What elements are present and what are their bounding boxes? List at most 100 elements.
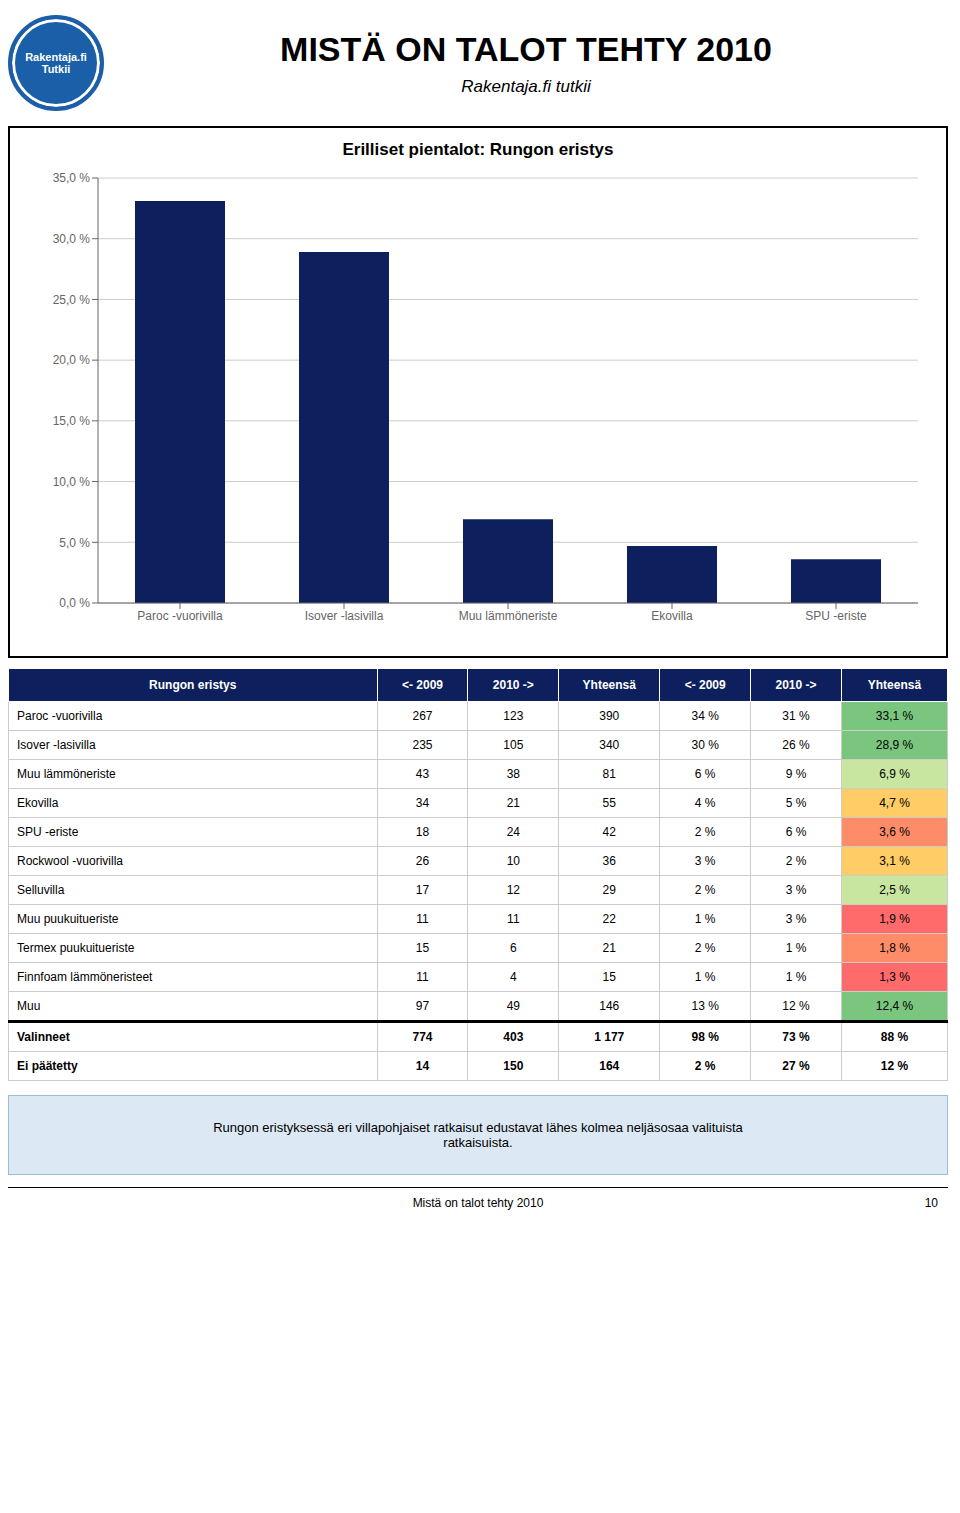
html-text:Yhteensä: Yhteensä [582,678,636,692]
html-text:49: 49 [506,999,520,1013]
html-text:15: 15 [415,941,430,955]
svg-text:Paroc -vuorivilla: Paroc -vuorivilla [137,609,223,623]
html-text:3,6 %: 3,6 % [879,825,910,839]
html-text:2 %: 2 % [694,825,716,839]
html-text:12: 12 [506,883,520,897]
html-text:97: 97 [415,999,430,1013]
html-text:MISTÄ ON TALOT TEHTY 2010: MISTÄ ON TALOT TEHTY 2010 [280,29,772,68]
html-text:43: 43 [415,767,430,781]
html-text:1 %: 1 % [694,912,716,926]
html-text:34 %: 34 % [691,709,719,723]
svg-text:10,0 %: 10,0 % [53,475,91,489]
html-text:22: 22 [602,912,616,926]
html-text:Paroc -vuorivilla: Paroc -vuorivilla [17,709,103,723]
svg-text:35,0 %: 35,0 % [53,171,91,185]
html-text:403: 403 [503,1030,524,1044]
html-text:21: 21 [506,796,520,810]
html-text:2,5 %: 2,5 % [879,883,910,897]
html-text:3 %: 3 % [785,912,807,926]
html-text:3 %: 3 % [785,883,807,897]
html-text:Termex puukuitueriste: Termex puukuitueriste [17,941,135,955]
svg-text:30,0 %: 30,0 % [53,232,91,246]
svg-text:Isover -lasivilla: Isover -lasivilla [305,609,384,623]
html-text:Muu lämmöneriste: Muu lämmöneriste [17,767,116,781]
html-text:Erilliset pientalot: Rungon er: Erilliset pientalot: Rungon eristys [342,140,614,159]
svg-text:SPU -eriste: SPU -eriste [805,609,867,623]
html-text:30 %: 30 % [691,738,719,752]
html-text:3 %: 3 % [694,854,716,868]
html-text:81: 81 [602,767,616,781]
html-text:12 %: 12 % [782,999,810,1013]
html-text:<- 2009: <- 2009 [684,678,726,692]
html-text:1,3 %: 1,3 % [879,970,910,984]
html-text:3,1 %: 3,1 % [879,854,910,868]
html-text:15: 15 [602,970,616,984]
html-text:Finnfoam lämmöneristeet: Finnfoam lämmöneristeet [17,970,153,984]
html-text:10: 10 [506,854,520,868]
html-text:26 %: 26 % [782,738,810,752]
html-text:1,8 %: 1,8 % [879,941,910,955]
html-text:13 %: 13 % [691,999,719,1013]
html-text:34: 34 [415,796,430,810]
html-text:28,9 %: 28,9 % [875,738,914,752]
svg-text:25,0 %: 25,0 % [53,293,91,307]
html-text:29: 29 [602,883,616,897]
html-text:Rungon eristys: Rungon eristys [149,678,237,692]
html-text:Valinneet: Valinneet [17,1030,70,1044]
html-text:Muu: Muu [17,999,41,1013]
html-text:774: 774 [412,1030,433,1044]
html-text:2 %: 2 % [694,941,716,955]
html-text:Yhteensä: Yhteensä [867,678,922,692]
html-text:267: 267 [412,709,433,723]
html-text:1 %: 1 % [785,970,807,984]
html-text:6 %: 6 % [785,825,807,839]
html-text:1 177: 1 177 [594,1030,625,1044]
svg-text:0,0 %: 0,0 % [59,596,90,610]
html-text:235: 235 [412,738,433,752]
html-text:4 %: 4 % [694,796,716,810]
html-text:Rockwool -vuorivilla: Rockwool -vuorivilla [17,854,123,868]
html-text:33,1 %: 33,1 % [875,709,914,723]
html-text:1,9 %: 1,9 % [879,912,910,926]
html-text:340: 340 [599,738,620,752]
html-text:2010 ->: 2010 -> [775,678,817,692]
html-text:Isover -lasivilla: Isover -lasivilla [17,738,96,752]
html-text:42: 42 [602,825,616,839]
html-text:2 %: 2 % [785,854,807,868]
html-text:Selluvilla: Selluvilla [17,883,65,897]
html-text:<- 2009: <- 2009 [402,678,443,692]
html-text:12,4 %: 12,4 % [875,999,914,1013]
html-text:36: 36 [602,854,616,868]
html-text:31 %: 31 % [782,709,810,723]
html-text:Rakentaja.fi tutkii: Rakentaja.fi tutkii [461,76,591,96]
html-text:105: 105 [503,738,524,752]
svg-text:20,0 %: 20,0 % [53,353,91,367]
html-text:6 %: 6 % [694,767,716,781]
html-text:55: 55 [602,796,616,810]
html-text:146: 146 [599,999,620,1013]
html-text:Rungon eristyksessä eri villap: Rungon eristyksessä eri villapohjaiset r… [213,1120,743,1150]
html-text:SPU -eriste: SPU -eriste [17,825,79,839]
html-text:Ekovilla: Ekovilla [17,796,59,810]
html-text:18: 18 [415,825,430,839]
html-text:9 %: 9 % [785,767,807,781]
html-text:17: 17 [415,883,430,897]
svg-text:15,0 %: 15,0 % [53,414,91,428]
html-text:6,9 %: 6,9 % [879,767,910,781]
html-text:38: 38 [506,767,520,781]
html-text:123: 123 [503,709,524,723]
html-text:2010 ->: 2010 -> [492,678,534,692]
svg-text:Ekovilla: Ekovilla [651,609,693,623]
html-text:1 %: 1 % [785,941,807,955]
html-text:24: 24 [506,825,520,839]
html-text:390: 390 [599,709,620,723]
svg-text:Muu lämmöneriste: Muu lämmöneriste [459,609,558,623]
html-text:21: 21 [602,941,616,955]
svg-text:5,0 %: 5,0 % [59,536,90,550]
html-text:5 %: 5 % [785,796,807,810]
html-text:Muu puukuitueriste: Muu puukuitueriste [17,912,119,926]
html-text:1 %: 1 % [694,970,716,984]
html-text:26: 26 [415,854,430,868]
html-text:2 %: 2 % [694,883,716,897]
html-text:4,7 %: 4,7 % [879,796,910,810]
